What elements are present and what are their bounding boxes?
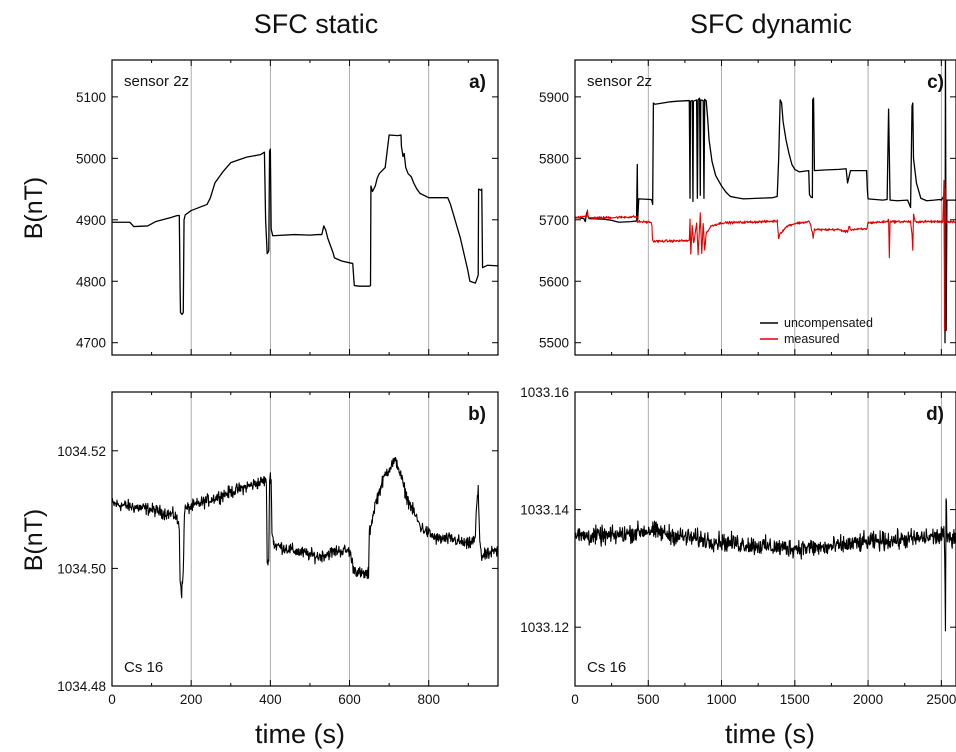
x-tick-label: 1500 [780, 692, 810, 707]
series-line-uncompensated [112, 134, 498, 316]
y-tick-label: 4800 [76, 274, 106, 289]
x-tick-label: 600 [338, 692, 361, 707]
left-x-axis-label: time (s) [255, 719, 345, 749]
y-tick-label: 4700 [76, 336, 106, 351]
x-tick-label: 2500 [926, 692, 956, 707]
plot-frame [111, 391, 499, 687]
panel-b: 0 200 400 600 800 1034.48 1034.50 1034.52 b) Cs 1… [57, 391, 499, 707]
left-column-title: SFC static [254, 9, 379, 39]
y-tick-label: 5100 [76, 90, 106, 105]
x-tick-label: 0 [108, 692, 116, 707]
y-tick-label: 1034.48 [57, 679, 106, 694]
y-tick-label: 1034.52 [57, 444, 106, 459]
sensor-label: Cs 16 [587, 659, 626, 676]
panel-a: 4700 4800 4900 5000 5100 a) sensor 2z [76, 59, 499, 356]
y-tick-label: 1034.50 [57, 561, 106, 576]
panel-tag: b) [468, 404, 486, 425]
series-line-uncompensated [575, 60, 956, 344]
x-tick-label: 200 [180, 692, 203, 707]
y-tick-label: 1033.16 [520, 385, 569, 400]
right-x-axis-label: time (s) [725, 719, 815, 749]
x-tick-label: 1000 [707, 692, 737, 707]
legend-label: measured [784, 332, 840, 346]
y-tick-label: 5800 [539, 151, 569, 166]
y-tick-label: 5600 [539, 274, 569, 289]
y-tick-label: 5900 [539, 90, 569, 105]
sensor-label: Cs 16 [124, 659, 163, 676]
x-tick-label: 2000 [853, 692, 883, 707]
x-tick-label: 500 [637, 692, 660, 707]
panel-tag: a) [469, 72, 486, 93]
x-tick-label: 400 [259, 692, 282, 707]
x-tick-label: 0 [571, 692, 579, 707]
sensor-label: sensor 2z [587, 73, 652, 90]
panel-d: 0 500 1000 1500 2000 2500 1033.12 1033.14 1033.1… [520, 385, 956, 707]
y-tick-label: 4900 [76, 213, 106, 228]
series-line-measured [575, 179, 956, 332]
series-line-uncompensated [575, 498, 956, 632]
plot-frame [574, 59, 956, 356]
panel-tag: c) [927, 72, 944, 93]
legend-label: uncompensated [784, 316, 873, 330]
y-tick-label: 1033.14 [520, 503, 569, 518]
bottom-y-axis-label: B(nT) [20, 509, 48, 572]
x-tick-label: 800 [417, 692, 440, 707]
y-tick-label: 5500 [539, 336, 569, 351]
sensor-label: sensor 2z [124, 73, 189, 90]
right-column-title: SFC dynamic [690, 9, 852, 39]
plot-frame [111, 59, 499, 356]
panel-tag: d) [926, 404, 944, 425]
plot-frame [574, 391, 956, 687]
y-tick-label: 1033.12 [520, 620, 569, 635]
series-line-uncompensated [112, 457, 498, 599]
y-tick-label: 5000 [76, 151, 106, 166]
top-y-axis-label: B(nT) [20, 177, 48, 240]
panel-c: 5500 5600 5700 5800 5900 c) sensor 2z uncompens… [539, 59, 956, 356]
y-tick-label: 5700 [539, 213, 569, 228]
